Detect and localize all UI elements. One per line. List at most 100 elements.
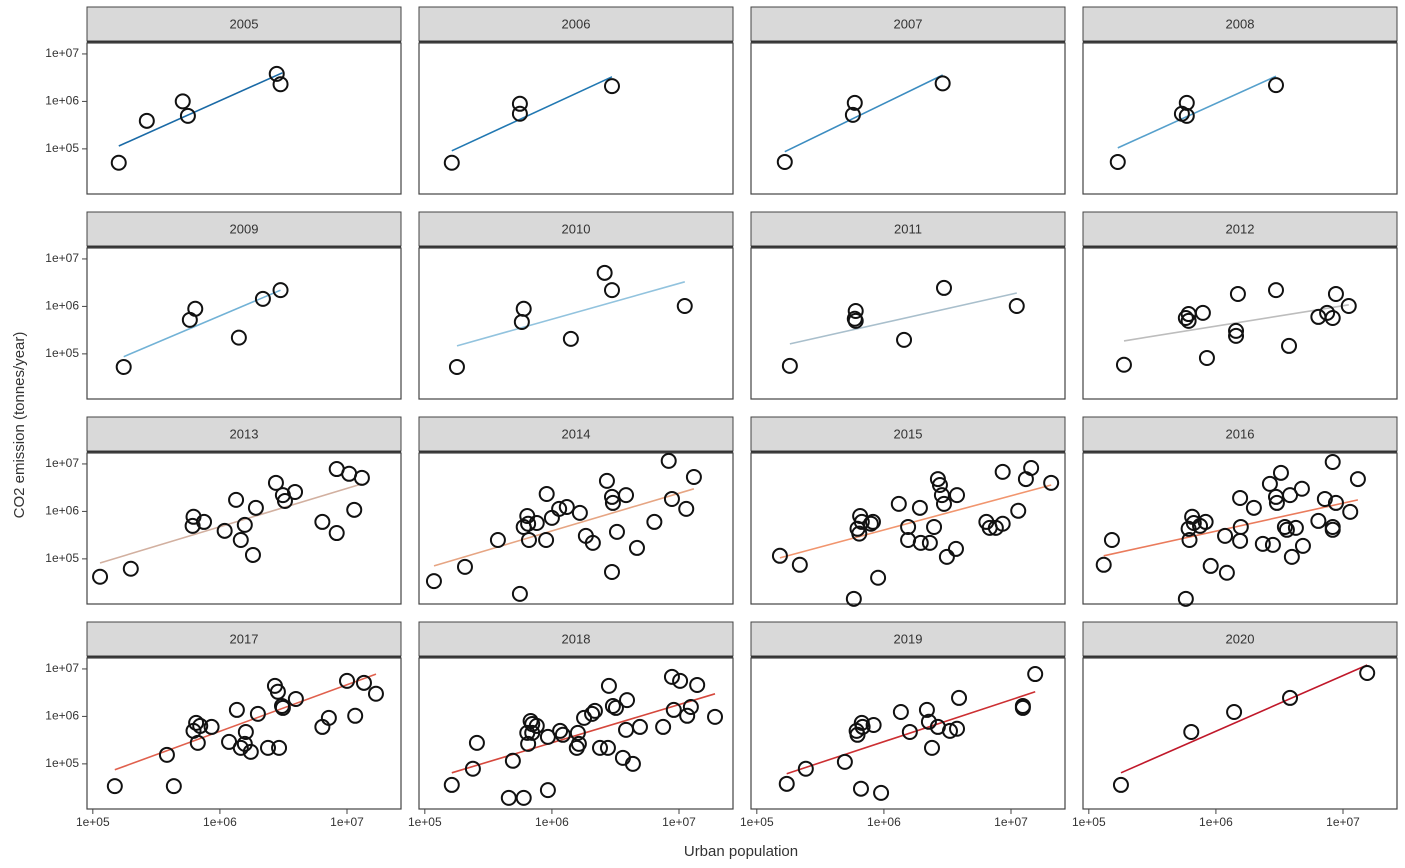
data-point	[864, 513, 881, 530]
data-point	[892, 703, 909, 720]
fit-line	[433, 488, 695, 567]
data-point	[1023, 460, 1040, 477]
data-point	[1327, 285, 1344, 302]
data-point	[528, 717, 545, 734]
data-point	[923, 739, 940, 756]
data-point	[1278, 521, 1295, 538]
y-tick-label: 1e+06	[45, 299, 79, 313]
panel-title: 2013	[230, 426, 259, 441]
strip	[86, 211, 402, 247]
data-point	[425, 573, 442, 590]
data-point	[189, 734, 206, 751]
data-point	[228, 701, 245, 718]
data-point	[607, 699, 624, 716]
data-point	[994, 515, 1011, 532]
data-point	[1232, 489, 1249, 506]
data-point	[1197, 513, 1214, 530]
data-point	[847, 312, 864, 329]
data-point	[1245, 499, 1262, 516]
panel-title: 2005	[230, 16, 259, 31]
data-point	[663, 490, 680, 507]
fit-line	[1123, 304, 1349, 342]
fit-line	[456, 281, 686, 347]
data-point	[328, 525, 345, 542]
panel-title: 2010	[562, 221, 591, 236]
data-point	[847, 303, 864, 320]
data-point	[287, 690, 304, 707]
data-point	[1327, 494, 1344, 511]
data-point	[569, 724, 586, 741]
panel-title: 2020	[1226, 631, 1255, 646]
data-point	[845, 590, 862, 607]
data-point	[920, 713, 937, 730]
data-point	[707, 708, 724, 725]
strip	[750, 211, 1066, 247]
data-point	[138, 112, 155, 129]
x-tick-label: 1e+06	[203, 815, 237, 829]
y-axis-title: CO2 emission (tonnes/year)	[11, 332, 28, 519]
data-point	[1010, 502, 1027, 519]
data-point	[468, 734, 485, 751]
panel-frame	[418, 452, 734, 605]
panel-title: 2015	[894, 426, 923, 441]
data-point	[1316, 490, 1333, 507]
data-point	[853, 513, 870, 530]
data-point	[1228, 327, 1245, 344]
data-point	[941, 722, 958, 739]
data-point	[1218, 564, 1235, 581]
data-point	[678, 500, 695, 517]
data-point	[515, 789, 532, 806]
data-point	[599, 739, 616, 756]
data-point	[1293, 480, 1310, 497]
data-point	[660, 452, 677, 469]
data-point	[604, 494, 621, 511]
data-point	[600, 677, 617, 694]
data-point	[776, 153, 793, 170]
data-point	[1202, 557, 1219, 574]
data-point	[689, 676, 706, 693]
data-point	[1267, 77, 1284, 94]
data-point	[947, 540, 964, 557]
data-point	[624, 755, 641, 772]
panel-title: 2008	[1226, 16, 1255, 31]
data-point	[935, 279, 952, 296]
data-point	[528, 514, 545, 531]
data-point	[1324, 453, 1341, 470]
data-point	[646, 513, 663, 530]
data-point	[604, 697, 621, 714]
data-point	[511, 95, 528, 112]
data-point	[1261, 475, 1278, 492]
data-point	[1342, 503, 1359, 520]
data-point	[781, 357, 798, 374]
data-point	[949, 487, 966, 504]
data-point	[619, 692, 636, 709]
data-point	[685, 469, 702, 486]
data-point	[1264, 536, 1281, 553]
data-point	[1184, 508, 1201, 525]
data-point	[926, 518, 943, 535]
data-point	[230, 329, 247, 346]
data-point	[339, 672, 356, 689]
y-tick-label: 1e+06	[45, 709, 79, 723]
data-point	[862, 515, 879, 532]
data-point	[938, 548, 955, 565]
data-point	[676, 297, 693, 314]
data-point	[249, 705, 266, 722]
data-point	[631, 718, 648, 735]
data-point	[1043, 474, 1060, 491]
data-point	[1226, 703, 1243, 720]
data-point	[1267, 282, 1284, 299]
data-point	[228, 491, 245, 508]
data-point	[513, 313, 530, 330]
data-point	[314, 513, 331, 530]
panel-title: 2007	[894, 16, 923, 31]
panel-title: 2017	[230, 631, 259, 646]
strip	[418, 211, 734, 247]
data-point	[918, 701, 935, 718]
data-point	[603, 78, 620, 95]
panel-frame	[750, 452, 1066, 605]
data-point	[682, 698, 699, 715]
data-point	[179, 107, 196, 124]
data-point	[216, 522, 233, 539]
